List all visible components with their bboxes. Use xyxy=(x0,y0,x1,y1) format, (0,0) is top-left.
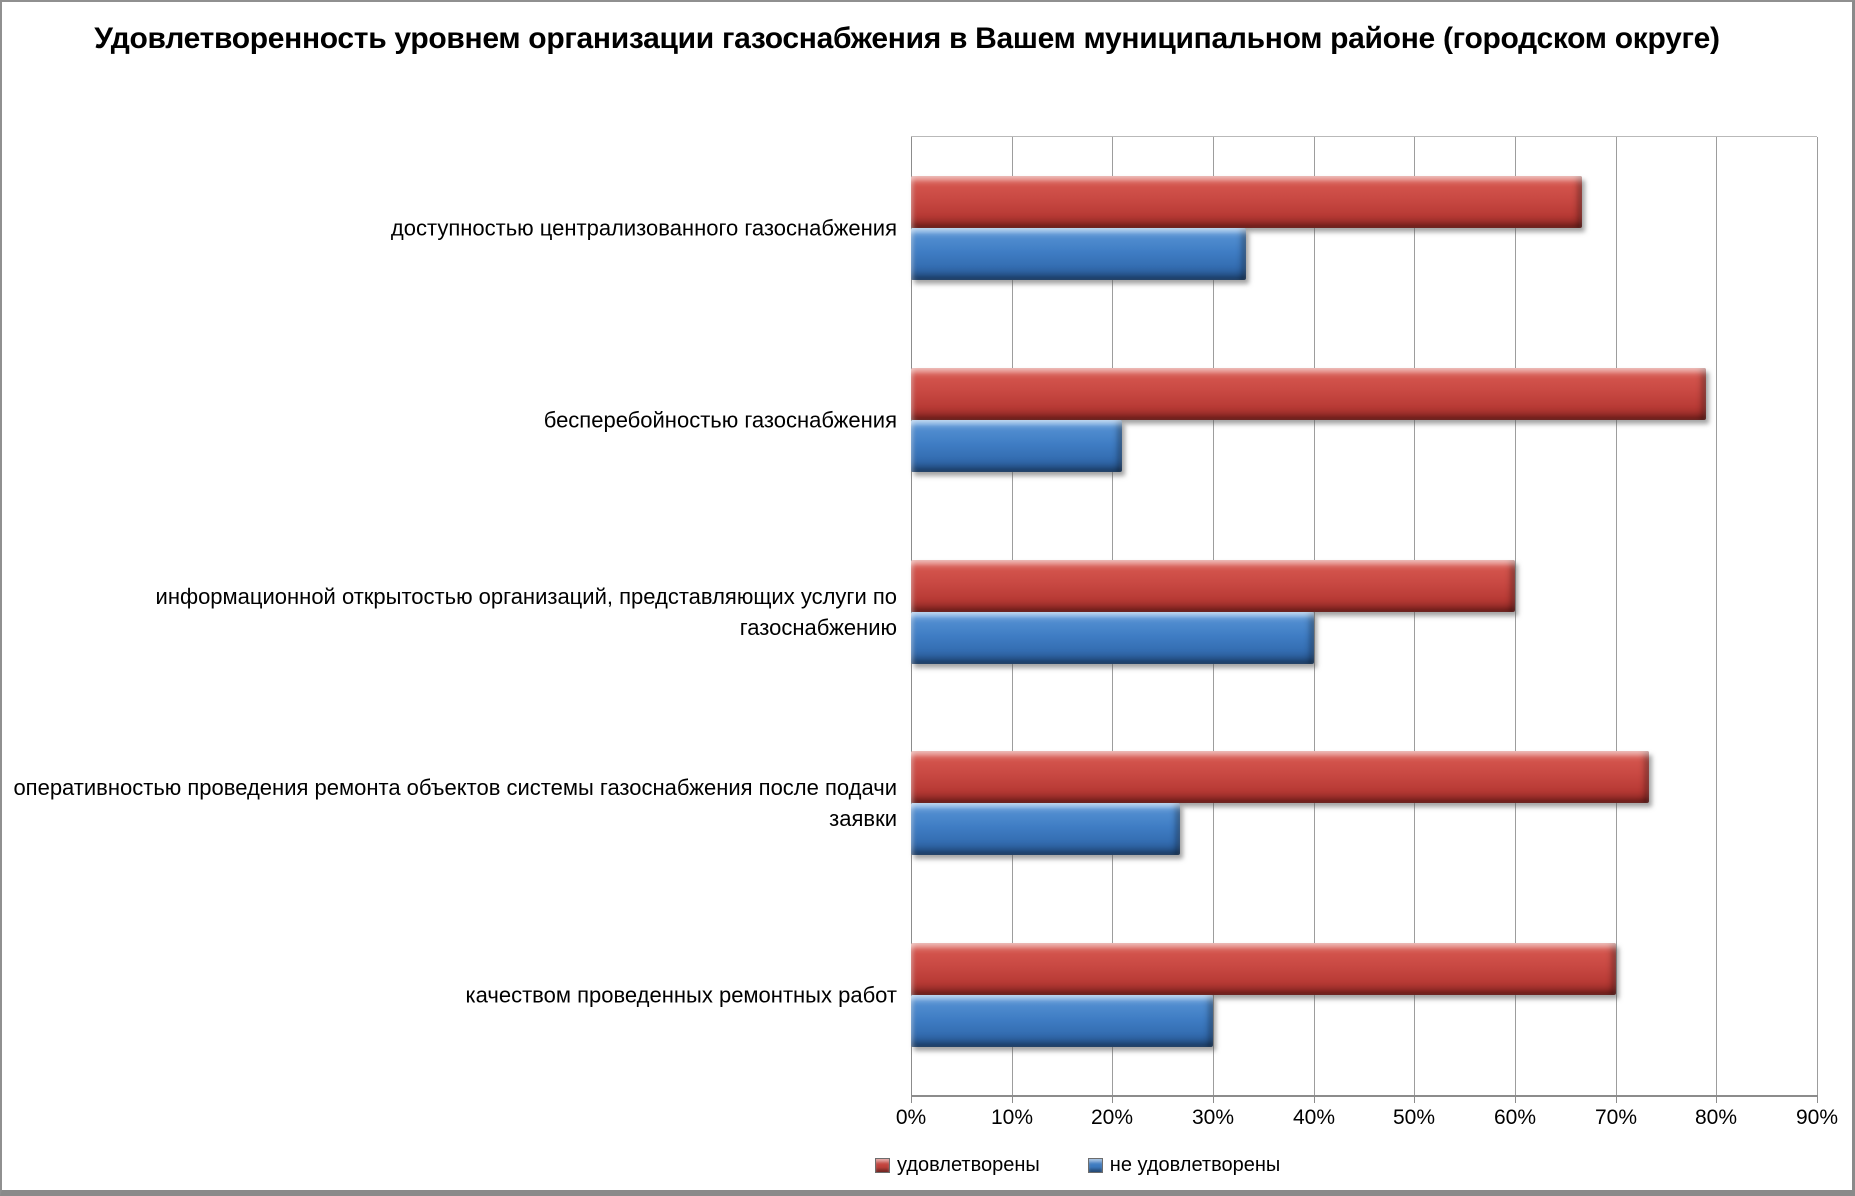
x-axis-tick xyxy=(1817,1095,1818,1103)
x-tick-label: 70% xyxy=(1594,1106,1638,1129)
bar-not-satisfied xyxy=(911,803,1180,855)
gridline xyxy=(1414,137,1415,1096)
x-axis-tick xyxy=(1213,1095,1214,1103)
x-tick-label: 0% xyxy=(895,1106,927,1129)
bar-satisfied xyxy=(911,943,1616,995)
legend-swatch-satisfied-icon xyxy=(875,1158,890,1173)
x-axis-tick xyxy=(911,1095,912,1103)
chart-title: Удовлетворенность уровнем организации га… xyxy=(94,22,1720,55)
legend-item-satisfied: удовлетворены xyxy=(875,1154,1040,1177)
x-tick-label: 50% xyxy=(1392,1106,1436,1129)
bar-not-satisfied xyxy=(911,228,1246,280)
x-tick-label: 90% xyxy=(1795,1106,1839,1129)
category-label: качеством проведенных ремонтных работ xyxy=(465,982,897,1008)
category-label: оперативностью проведения ремонта объект… xyxy=(13,775,897,831)
legend-item-not-satisfied: не удовлетворены xyxy=(1087,1154,1281,1177)
x-axis-tick xyxy=(1314,1095,1315,1103)
gridline xyxy=(1716,137,1717,1096)
bar-satisfied xyxy=(911,368,1706,420)
gridline xyxy=(1616,137,1617,1096)
x-tick-label: 10% xyxy=(990,1106,1034,1129)
x-axis-tick xyxy=(1012,1095,1013,1103)
gridline xyxy=(1314,137,1315,1096)
x-tick-label: 20% xyxy=(1090,1106,1134,1129)
x-tick-label: 40% xyxy=(1292,1106,1336,1129)
category-label: информационной открытостью организаций, … xyxy=(155,584,897,640)
bar-not-satisfied xyxy=(911,420,1122,472)
x-axis-tick xyxy=(1716,1095,1717,1103)
bar-not-satisfied xyxy=(911,995,1213,1047)
legend: удовлетворены не удовлетворены xyxy=(875,1154,1280,1177)
x-tick-label: 30% xyxy=(1191,1106,1235,1129)
gridline xyxy=(1515,137,1516,1096)
bar-satisfied xyxy=(911,751,1649,803)
category-label: доступностью централизованного газоснабж… xyxy=(390,215,897,241)
legend-label-not-satisfied: не удовлетворены xyxy=(1109,1154,1281,1176)
x-tick-label: 80% xyxy=(1694,1106,1738,1129)
legend-swatch-not-satisfied-icon xyxy=(1087,1158,1103,1173)
x-axis-tick xyxy=(1515,1095,1516,1103)
gridline xyxy=(1817,137,1818,1096)
bar-satisfied xyxy=(911,176,1582,228)
x-axis-tick xyxy=(1112,1095,1113,1103)
legend-label-satisfied: удовлетворены xyxy=(897,1154,1040,1176)
x-axis-tick xyxy=(1414,1095,1415,1103)
x-axis-line xyxy=(911,1095,1818,1097)
bar-satisfied xyxy=(911,560,1515,612)
bar-not-satisfied xyxy=(911,612,1314,664)
x-tick-label: 60% xyxy=(1493,1106,1537,1129)
x-axis-tick xyxy=(1616,1095,1617,1103)
category-label: бесперебойностью газоснабжения xyxy=(543,407,897,433)
